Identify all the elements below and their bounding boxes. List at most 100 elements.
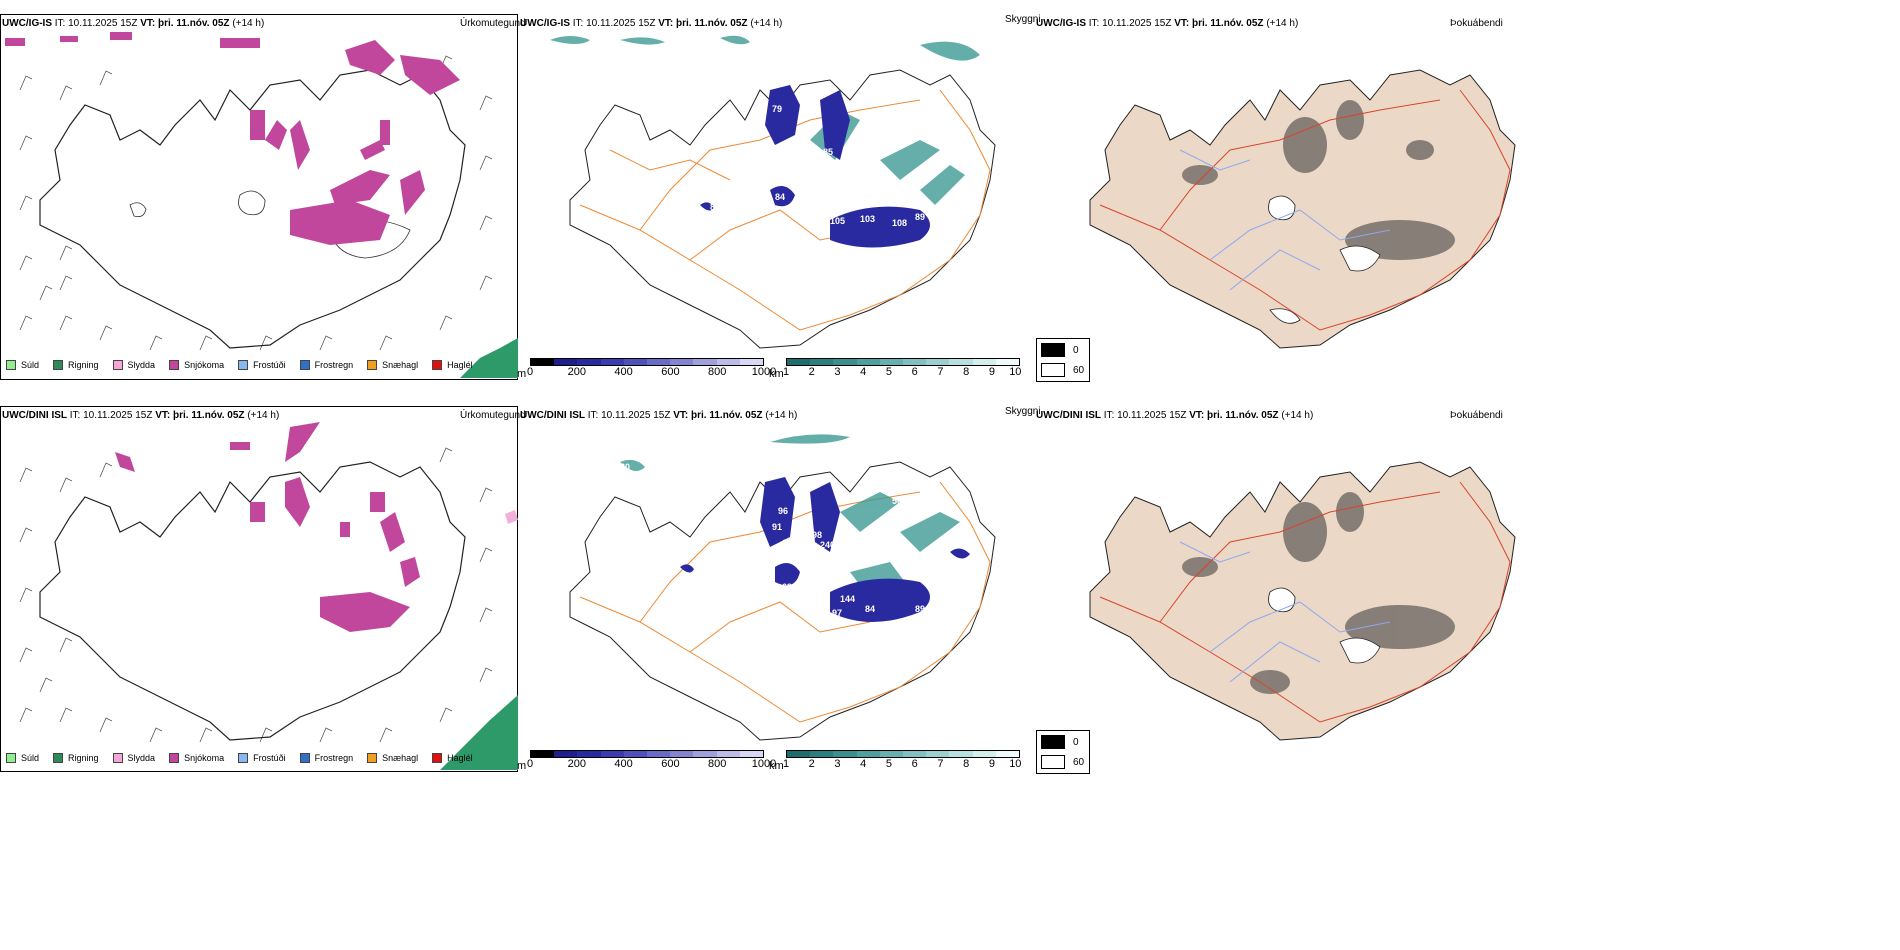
cloud-tick: 1 [782,366,790,378]
cloud-unit: km [769,760,784,772]
legend-swatch [6,360,16,370]
vis-tick: 600 [661,366,680,378]
vis-panel-title-2: UWC/DINI ISL IT: 10.11.2025 15Z VT: þri.… [520,410,798,421]
cloud-tick: 9 [988,758,995,770]
cloud-tick: 6 [911,758,918,770]
cloud-tick: 3 [834,366,841,378]
vis-label: 108 [892,218,907,228]
legend-swatch [238,360,249,370]
vis-tick: 600 [661,758,680,770]
fog-legend-white [1041,755,1065,769]
legend-item: Súld [6,753,39,763]
cloud-tick: 10 [1009,758,1022,770]
legend-swatch [112,753,123,763]
vis-label: 117 [898,508,913,518]
legend-item: Haglél [432,753,473,763]
legend-swatch [169,360,180,370]
iceland-outline-vis-2 [569,461,996,741]
iceland-outline-2 [39,461,466,741]
vis-label: 280 [858,134,873,144]
vis-label: 227 [855,173,870,183]
vis-value-labels-2: 20 96 91 111 98 240 267 69 144 97 84 89 … [620,462,925,618]
vis-label: 69 [782,582,792,592]
vis-label: 98 [812,530,822,540]
vis-tick: 400 [614,758,633,770]
fog-white-areas-2 [1268,587,1381,664]
cloud-tick: 8 [963,758,970,770]
fog-legend-white [1041,363,1065,377]
legend-swatch [53,753,64,763]
legend-item: Frostregn [299,360,353,370]
fog-panel-title-2: UWC/DINI ISL IT: 10.11.2025 15Z VT: þri.… [1036,410,1314,421]
iceland-land-2 [1089,461,1516,741]
low-vis-areas-2 [680,477,970,622]
snow-areas-1 [5,32,460,245]
precip-legend-2: Súld Rigning Slydda Snjókoma Frostúði Fr… [6,753,487,763]
vis-label: 84 [775,192,785,202]
legend-swatch [432,360,443,370]
vis-label: 144 [840,594,855,604]
vis-label: 79 [772,104,782,114]
vis-tick: 1000 [751,366,777,378]
cloud-tick: 4 [860,758,867,770]
fog-legend-black [1041,735,1065,749]
cloud-tick: 2 [808,366,815,378]
legend-item: Snæhagl [367,753,418,763]
vis-colorbar-2: 0 200 400 600 800 1000 m [517,750,776,772]
sea-rain-corner-2 [440,695,518,770]
low-cloud-areas-2 [620,434,960,592]
low-cloud-areas-1 [550,35,980,205]
low-vis-areas-1 [700,85,930,248]
legend-swatch [367,360,378,370]
fog-legend-2: 0 60 [1036,730,1090,774]
snow-areas-2 [115,422,420,632]
legend-swatch [432,753,443,763]
vis-tick: 400 [614,366,633,378]
visibility-label-1: Skyggni [1005,14,1041,25]
precip-panel-title-1: UWC/IG-IS IT: 10.11.2025 15Z VT: þri. 11… [2,18,265,29]
legend-swatch [238,753,249,763]
fog-panel-title-1: UWC/IG-IS IT: 10.11.2025 15Z VT: þri. 11… [1036,18,1299,29]
legend-item: Snæhagl [367,360,418,370]
vis-tick: 0 [526,366,534,378]
vis-label: 12 [740,312,750,322]
precip-panel-frame-2 [0,406,518,772]
vis-panel-title-1: UWC/IG-IS IT: 10.11.2025 15Z VT: þri. 11… [520,18,783,29]
fog-map-2 [1089,461,1516,741]
roads-rivers-1 [1099,89,1511,331]
fog-legend-1: 0 60 [1036,338,1090,382]
cloud-tick: 5 [885,758,893,770]
legend-item: Rigning [53,753,99,763]
precip-type-label-2: Úrkomutegund [460,410,526,421]
vis-label: 97 [832,608,842,618]
cloud-tick: 5 [885,366,893,378]
legend-swatch [6,753,16,763]
iceland-land-1 [1089,69,1516,349]
visibility-map-2: 20 96 91 111 98 240 267 69 144 97 84 89 … [569,434,996,741]
precip-panel-title-2: UWC/DINI ISL IT: 10.11.2025 15Z VT: þri.… [2,410,280,421]
cloud-tick: 4 [860,366,867,378]
roads-rivers-2 [1099,481,1511,723]
vis-label: 12 [815,157,825,167]
vis-label: 54 [808,582,818,592]
vis-label: 502 [892,496,907,506]
vis-colorbar-1: 0 200 400 600 800 1000 m [517,358,776,380]
legend-swatch [53,360,64,370]
cloud-tick: 8 [963,366,970,378]
cloud-tick: 2 [808,758,815,770]
legend-item: Snjókoma [169,360,224,370]
vis-tick: 200 [567,758,586,770]
legend-swatch [299,360,310,370]
fog-white-areas-1 [1268,195,1381,324]
cloud-tick: 9 [988,366,995,378]
cloud-tick: 1 [782,758,790,770]
cloud-tick: 7 [937,758,944,770]
fog-index-label-2: Þokuábendi [1450,410,1503,421]
iceland-outline-vis-1 [569,69,996,349]
vis-label: 8 [710,202,715,212]
sleet-coast-2 [505,510,518,524]
vis-tick: 200 [567,366,586,378]
legend-item: Slydda [112,360,155,370]
legend-item: Frostúði [238,753,286,763]
vis-label: 12 [810,207,820,217]
